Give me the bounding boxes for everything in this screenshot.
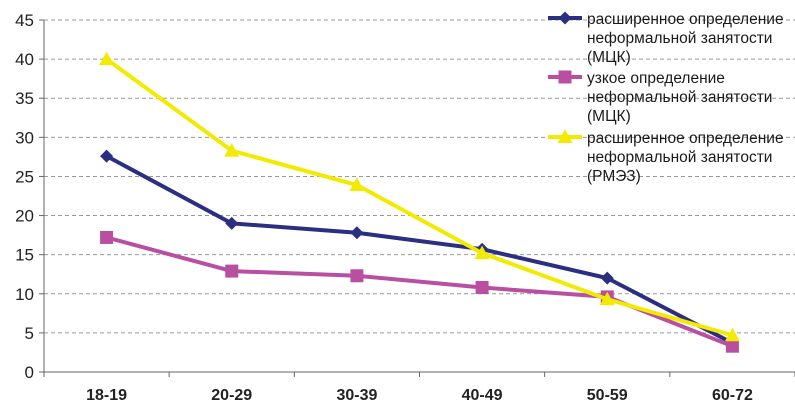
x-tick-label: 30-39: [336, 387, 377, 404]
grid: [44, 19, 795, 334]
series-line: [105, 154, 734, 345]
series-3: [99, 51, 740, 342]
data-point: [100, 230, 114, 244]
series-2: [100, 230, 739, 353]
legend-label: (РМЭЗ): [587, 168, 641, 185]
y-tick-label: 45: [15, 11, 34, 30]
y-tick-label: 5: [25, 324, 34, 343]
legend-entry-1: расширенное определение неформальной заня…: [548, 11, 784, 66]
y-tick-label: 40: [15, 50, 34, 69]
data-point: [725, 339, 739, 353]
y-tick-label: 0: [25, 363, 34, 382]
legend-label: неформальной занятости: [587, 149, 772, 166]
legend-swatch-marker: [557, 129, 573, 143]
legend-label: неформальной занятости: [587, 89, 772, 106]
data-point: [474, 245, 490, 260]
x-tick-label: 50-59: [587, 387, 628, 404]
y-tick-label: 30: [15, 128, 34, 147]
x-axis: 18-19 20-29 30-39 40-49 50-59 60-72: [43, 371, 795, 404]
x-tick-label: 18-19: [86, 387, 127, 404]
legend-swatch-marker: [558, 11, 572, 25]
legend-entry-3: расширенное определение неформальной заня…: [548, 129, 784, 185]
y-axis: 0 5 10 15 20 25 30 35 40 45: [15, 11, 45, 382]
legend-label: расширенное определение: [587, 130, 784, 147]
x-tick-label: 40-49: [462, 387, 503, 404]
legend-label: расширенное определение: [587, 11, 784, 28]
series-line: [105, 57, 733, 338]
legend-label: (МЦК): [587, 108, 631, 125]
series-layer: [99, 51, 740, 353]
y-tick-label: 25: [15, 167, 34, 186]
y-tick-label: 35: [15, 89, 34, 108]
legend-swatch-marker: [558, 70, 572, 84]
series-line: [106, 235, 734, 349]
series-1: [100, 149, 739, 350]
data-point: [100, 149, 114, 163]
data-point: [724, 327, 740, 342]
legend: расширенное определение неформальной заня…: [548, 11, 784, 185]
y-tick-label: 15: [15, 246, 34, 265]
data-point: [599, 291, 615, 306]
data-point: [225, 264, 239, 278]
data-point: [350, 226, 364, 240]
data-point: [350, 269, 364, 283]
data-point: [600, 271, 614, 285]
x-tick-label: 20-29: [211, 387, 252, 404]
x-tick-label: 60-72: [712, 387, 753, 404]
legend-label: неформальной занятости: [587, 30, 772, 47]
data-point: [224, 143, 240, 157]
data-point: [99, 51, 115, 66]
data-point: [349, 177, 365, 192]
y-tick-label: 10: [15, 285, 34, 304]
legend-label: (МЦК): [587, 49, 631, 66]
legend-entry-2: узкое определение неформальной занятости (…: [548, 70, 772, 125]
data-point: [475, 281, 489, 295]
data-point: [225, 216, 239, 230]
legend-label: узкое определение: [587, 70, 725, 87]
y-tick-label: 20: [15, 207, 34, 226]
